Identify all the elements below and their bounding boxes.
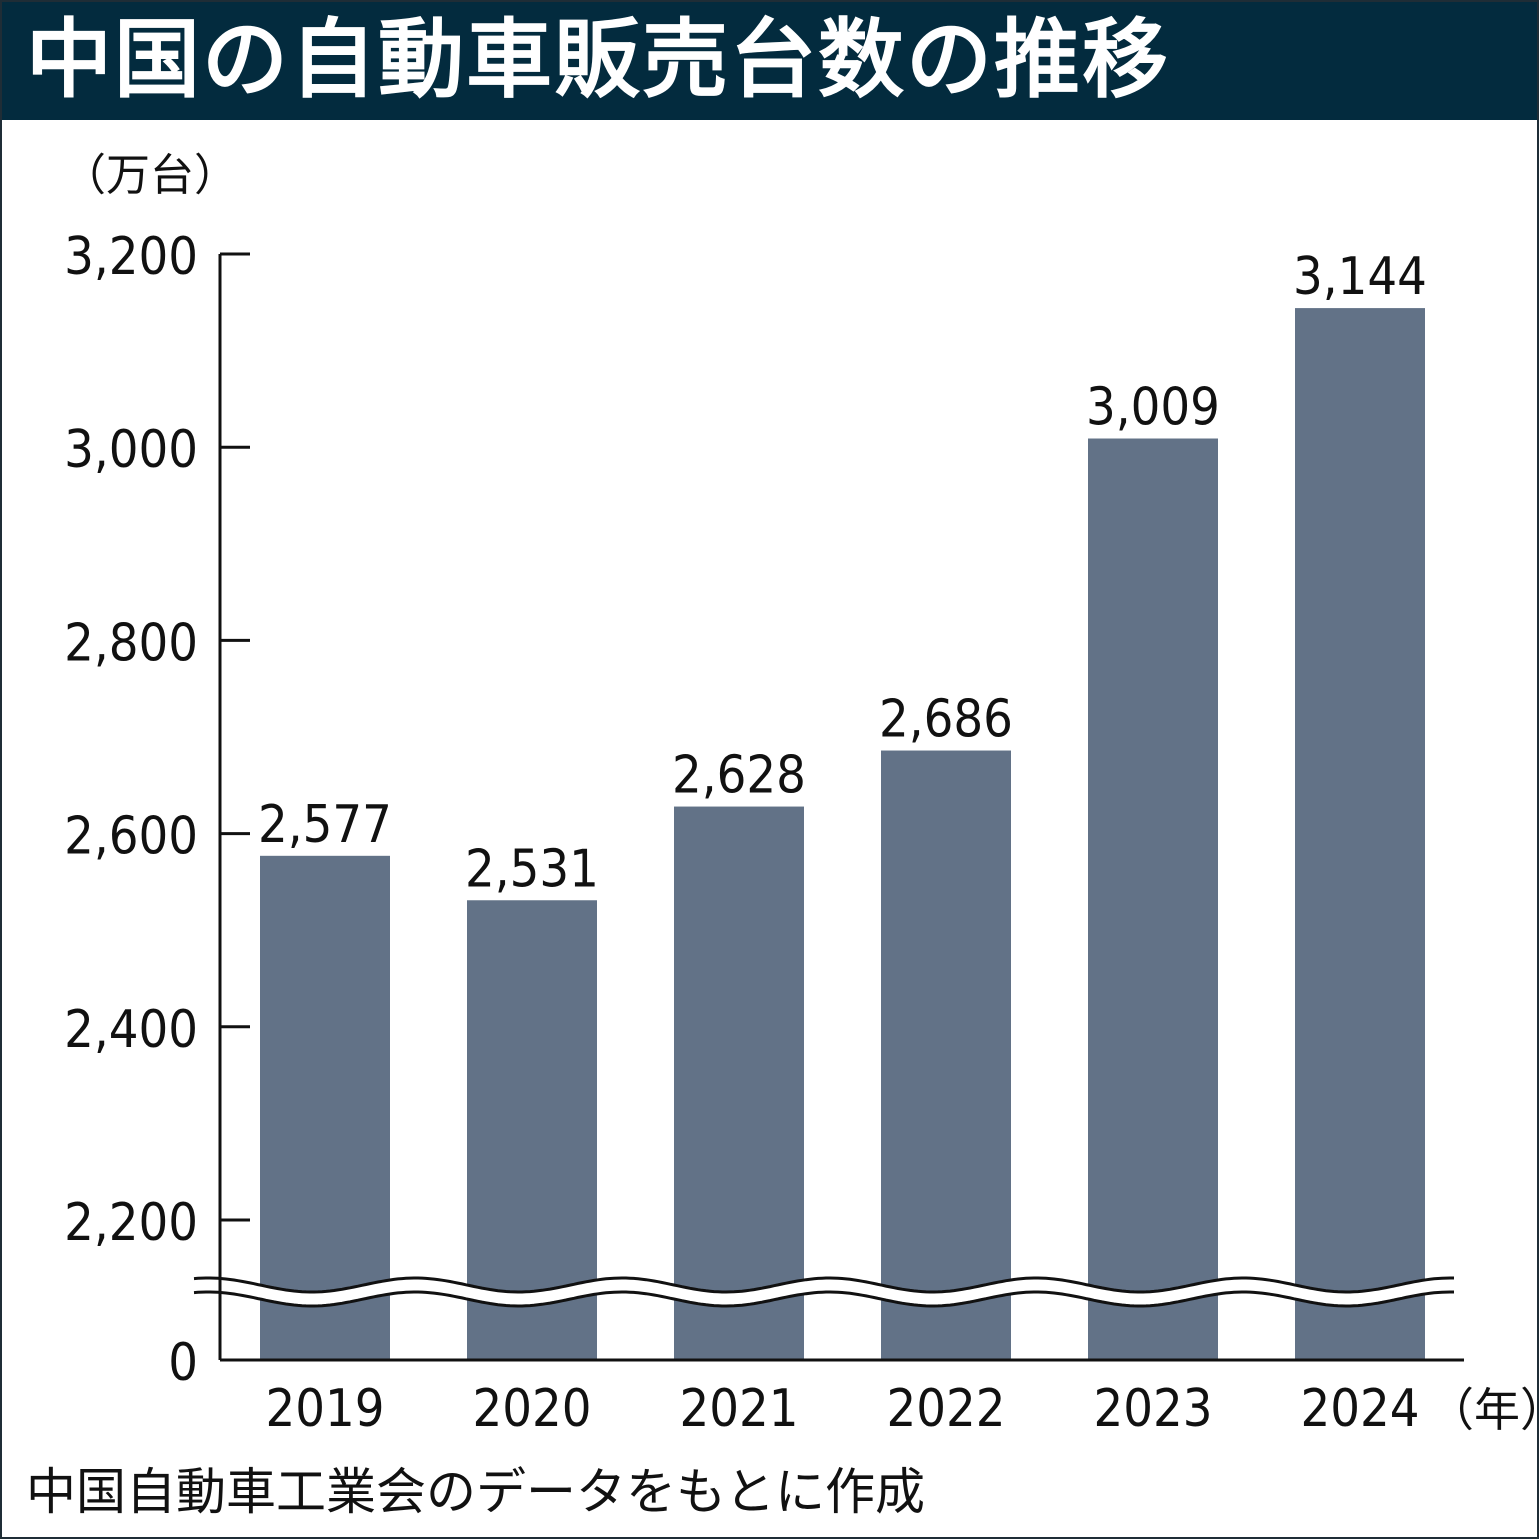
data-label-2020: 2,531 [465, 839, 599, 899]
x-tick-label-2021: 2021 [679, 1379, 798, 1439]
y-axis-unit-label: （万台） [62, 150, 238, 201]
y-tick-label-3200: 3,200 [64, 227, 198, 287]
bar-2021 [674, 806, 804, 1360]
axis-break-line-bottom [193, 1290, 1454, 1308]
bar-2022 [881, 750, 1011, 1360]
y-tick-label-2600: 2,600 [64, 807, 198, 867]
y-tick-label-0: 0 [168, 1333, 198, 1393]
data-label-2019: 2,577 [258, 795, 392, 855]
source-note: 中国自動車工業会のデータをもとに作成 [26, 1463, 925, 1521]
data-label-2021: 2,628 [672, 746, 806, 806]
y-tick-label-3000: 3,000 [64, 420, 198, 480]
data-label-2024: 3,144 [1293, 247, 1427, 307]
y-tick-label-2400: 2,400 [64, 1000, 198, 1060]
data-label-2022: 2,686 [879, 690, 1013, 750]
x-tick-label-2024: 2024 [1300, 1379, 1419, 1439]
y-tick-label-2800: 2,800 [64, 613, 198, 673]
axis-break-line-top [193, 1276, 1454, 1294]
x-tick-label-2022: 2022 [886, 1379, 1005, 1439]
y-tick-label-2200: 2,200 [64, 1193, 198, 1253]
bar-2023 [1088, 438, 1218, 1361]
data-label-2023: 3,009 [1086, 378, 1220, 438]
title-bar: 中国の自動車販売台数の推移 [2, 2, 1537, 120]
x-tick-label-2019: 2019 [265, 1379, 384, 1439]
chart-title: 中国の自動車販売台数の推移 [26, 10, 1170, 110]
bar-2024 [1295, 308, 1425, 1361]
bar-2019 [260, 855, 390, 1360]
x-axis-unit-label: （年） [1428, 1383, 1537, 1437]
x-tick-label-2020: 2020 [472, 1379, 591, 1439]
x-tick-label-2023: 2023 [1093, 1379, 1212, 1439]
axis-break-band [194, 1279, 1454, 1305]
